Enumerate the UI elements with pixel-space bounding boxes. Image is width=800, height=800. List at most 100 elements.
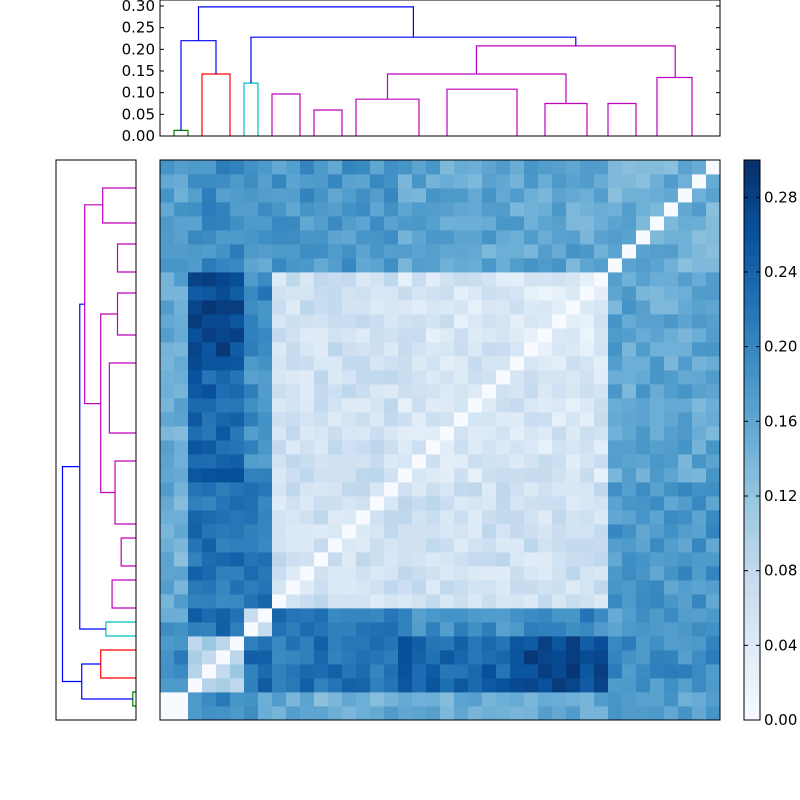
heatmap-cell	[580, 314, 595, 329]
top-dendrogram-link	[656, 76, 693, 136]
heatmap-cell	[398, 552, 413, 567]
heatmap-cell	[272, 272, 287, 287]
heatmap-cell	[384, 328, 399, 343]
heatmap-cell	[314, 706, 329, 721]
colorbar-strip	[744, 188, 760, 193]
heatmap-cell	[608, 202, 623, 217]
heatmap-cell	[636, 258, 651, 273]
colorbar-tick-label: 0.28	[764, 188, 797, 206]
heatmap-cell	[706, 538, 721, 553]
heatmap-cell	[636, 678, 651, 693]
heatmap-cell	[454, 300, 469, 315]
heatmap-cell	[692, 370, 707, 385]
heatmap-cell	[524, 566, 539, 581]
heatmap-cell	[398, 692, 413, 707]
heatmap-cell	[692, 454, 707, 469]
heatmap-cell	[328, 202, 343, 217]
colorbar-strip	[744, 160, 760, 165]
heatmap-cell	[188, 440, 203, 455]
heatmap-cell	[300, 482, 315, 497]
heatmap-cell	[454, 678, 469, 693]
heatmap-cell	[412, 440, 427, 455]
top-dendrogram: 0.000.050.100.150.200.250.30	[122, 0, 721, 145]
heatmap-cell	[608, 664, 623, 679]
heatmap-cell	[524, 594, 539, 609]
heatmap-cell	[398, 636, 413, 651]
heatmap-cell	[342, 538, 357, 553]
left-dendrogram-link	[108, 362, 136, 434]
heatmap-cell	[202, 538, 217, 553]
heatmap-cell	[300, 412, 315, 427]
heatmap-cell	[706, 272, 721, 287]
heatmap-cell	[188, 244, 203, 259]
heatmap-cell	[608, 174, 623, 189]
heatmap-cell	[664, 300, 679, 315]
colorbar-strip	[744, 312, 760, 317]
heatmap-cell	[244, 216, 259, 231]
heatmap-cell	[188, 524, 203, 539]
heatmap-cell	[384, 202, 399, 217]
heatmap-cell	[664, 230, 679, 245]
heatmap-cell	[216, 174, 231, 189]
heatmap-cell	[202, 342, 217, 357]
heatmap-cell	[300, 524, 315, 539]
heatmap-cell	[314, 230, 329, 245]
heatmap-cell	[384, 706, 399, 721]
left-dendrogram-link	[100, 313, 118, 494]
top-ytick-label: 0.30	[122, 0, 155, 15]
heatmap-cell	[216, 440, 231, 455]
heatmap-cell	[356, 230, 371, 245]
heatmap-cell	[440, 524, 455, 539]
heatmap-cell	[426, 216, 441, 231]
heatmap-cell	[398, 174, 413, 189]
heatmap-cell	[664, 566, 679, 581]
heatmap-cell	[230, 706, 245, 721]
colorbar-strip	[744, 552, 760, 557]
heatmap-cell	[356, 664, 371, 679]
heatmap-cell	[636, 286, 651, 301]
heatmap-cell	[496, 650, 511, 665]
heatmap-cell	[216, 636, 231, 651]
heatmap-cell	[650, 342, 665, 357]
heatmap-cell	[202, 594, 217, 609]
heatmap-cell	[524, 664, 539, 679]
colorbar-strip	[744, 584, 760, 589]
heatmap-cell	[552, 454, 567, 469]
heatmap-cell	[160, 412, 175, 427]
heatmap-cell	[426, 566, 441, 581]
heatmap-cell	[678, 174, 693, 189]
heatmap-cell	[510, 356, 525, 371]
heatmap-cell	[426, 412, 441, 427]
heatmap-cell	[650, 216, 665, 231]
heatmap-cell	[258, 328, 273, 343]
heatmap-cell	[482, 272, 497, 287]
heatmap-cell	[188, 202, 203, 217]
heatmap-cell	[552, 636, 567, 651]
heatmap-cell	[678, 678, 693, 693]
heatmap-cell	[384, 230, 399, 245]
heatmap-cell	[188, 468, 203, 483]
heatmap-cell	[314, 188, 329, 203]
colorbar-strip	[744, 288, 760, 293]
heatmap-cell	[496, 678, 511, 693]
heatmap-cell	[538, 538, 553, 553]
colorbar-strip	[744, 628, 760, 633]
heatmap-cell	[650, 622, 665, 637]
heatmap-cell	[258, 300, 273, 315]
heatmap-cell	[398, 244, 413, 259]
heatmap-cell	[188, 678, 203, 693]
heatmap-cell	[468, 356, 483, 371]
heatmap-cell	[272, 580, 287, 595]
colorbar-strip	[744, 508, 760, 513]
colorbar-strip	[744, 292, 760, 297]
heatmap-cell	[650, 566, 665, 581]
heatmap-cell	[594, 538, 609, 553]
heatmap-cell	[454, 342, 469, 357]
heatmap-cell	[594, 678, 609, 693]
top-ytick-label: 0.15	[122, 62, 155, 80]
heatmap-cell	[636, 608, 651, 623]
heatmap-cell	[566, 202, 581, 217]
heatmap-cell	[286, 230, 301, 245]
heatmap-cell	[440, 650, 455, 665]
heatmap-cell	[524, 244, 539, 259]
